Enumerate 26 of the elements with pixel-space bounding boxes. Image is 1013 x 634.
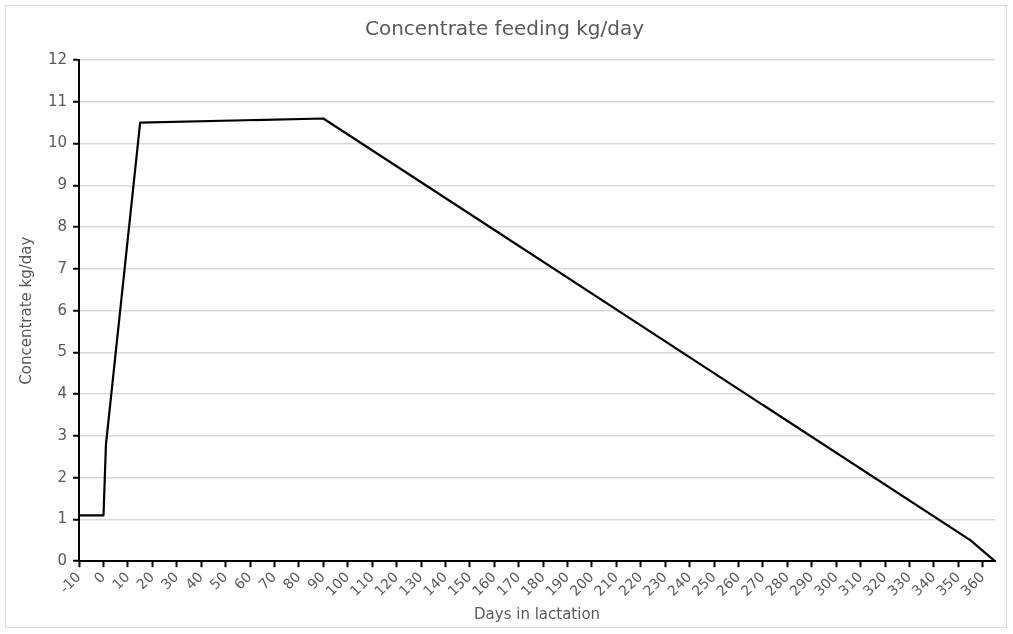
y-tick-label: 1 [57,509,68,528]
y-tick-label: 8 [57,216,68,235]
y-tick-label: 5 [57,342,68,361]
y-tick-label: 12 [47,49,68,68]
y-tick-label: 3 [57,425,68,444]
x-tick-label: 60 [230,568,255,593]
x-tick-label: 10 [108,568,133,593]
x-axis-title: Days in lactation [474,604,601,623]
x-tick-label: 50 [206,568,231,593]
chart-title: Concentrate feeding kg/day [364,16,645,41]
y-tick-label: 9 [57,175,68,194]
x-tick-label: 0 [90,568,109,587]
x-tick-label: 40 [181,568,206,593]
x-tick-label: 70 [255,568,280,593]
y-tick-label: 0 [57,551,68,570]
x-tick-label: 30 [157,568,182,593]
y-axis-title: Concentrate kg/day [16,236,35,385]
x-tick-label: -10 [56,568,84,597]
y-tick-label: 10 [47,133,68,152]
x-tick-label: 20 [133,568,158,593]
x-tick-label: 80 [279,568,304,593]
y-tick-label: 6 [57,300,68,319]
y-tick-label: 11 [47,91,68,110]
y-tick-label: 2 [57,467,68,486]
y-tick-label: 4 [57,384,68,403]
y-tick-label: 7 [57,258,68,277]
